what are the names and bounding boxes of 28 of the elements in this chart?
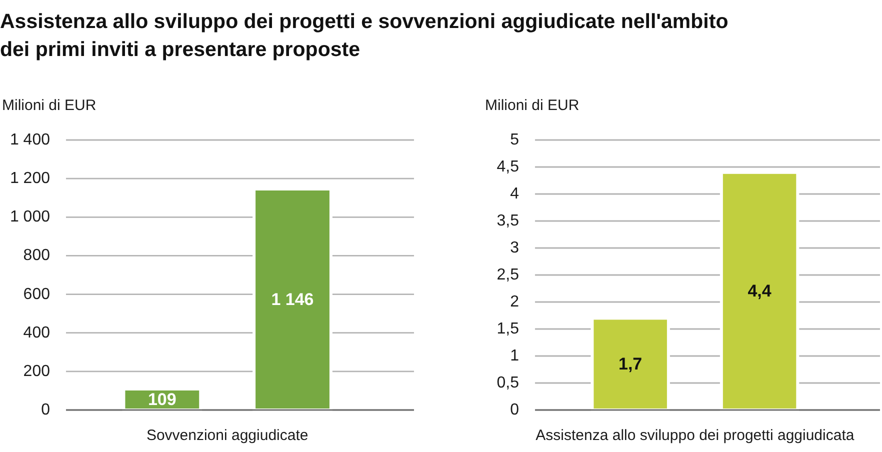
y-axis-title: Milioni di EUR xyxy=(485,97,580,114)
data-label: 109 xyxy=(148,390,176,409)
y-axis-title: Milioni di EUR xyxy=(2,97,96,114)
data-label: 1 146 xyxy=(271,290,314,309)
x-axis-title: Sovvenzioni aggiudicate xyxy=(146,427,308,444)
y-tick-label: 800 xyxy=(23,247,50,264)
y-tick-label: 0,5 xyxy=(496,374,520,392)
y-tick-label: 3,5 xyxy=(496,212,520,230)
y-tick-label: 1 400 xyxy=(10,132,50,148)
y-tick-label: 2 xyxy=(510,294,520,310)
y-tick-label: 4 xyxy=(510,186,520,202)
y-tick-label: 600 xyxy=(23,286,50,303)
y-tick-label: 2,5 xyxy=(496,266,520,284)
y-tick-label: 1,5 xyxy=(496,320,520,338)
y-tick-label: 4,5 xyxy=(496,158,520,176)
data-label: 1,7 xyxy=(618,354,642,374)
y-tick-label: 0 xyxy=(510,402,520,418)
data-label: 4,4 xyxy=(748,282,772,301)
y-tick-label: 0 xyxy=(41,402,50,418)
y-tick-label: 5 xyxy=(510,132,520,148)
y-tick-label: 200 xyxy=(23,362,50,380)
y-tick-label: 1 xyxy=(510,348,520,364)
chart-title: Assistenza allo sviluppo dei progetti e sovvenzioni aggiudicate nell'ambito dei primi inviti a presentare proposte xyxy=(0,9,730,63)
y-tick-label: 3 xyxy=(510,240,520,256)
y-tick-label: 400 xyxy=(23,324,50,342)
y-tick-label: 1 000 xyxy=(10,208,50,226)
y-tick-label: 1 200 xyxy=(10,170,50,188)
x-axis-title: Assistenza allo sviluppo dei progetti aggiudicata xyxy=(536,427,855,444)
